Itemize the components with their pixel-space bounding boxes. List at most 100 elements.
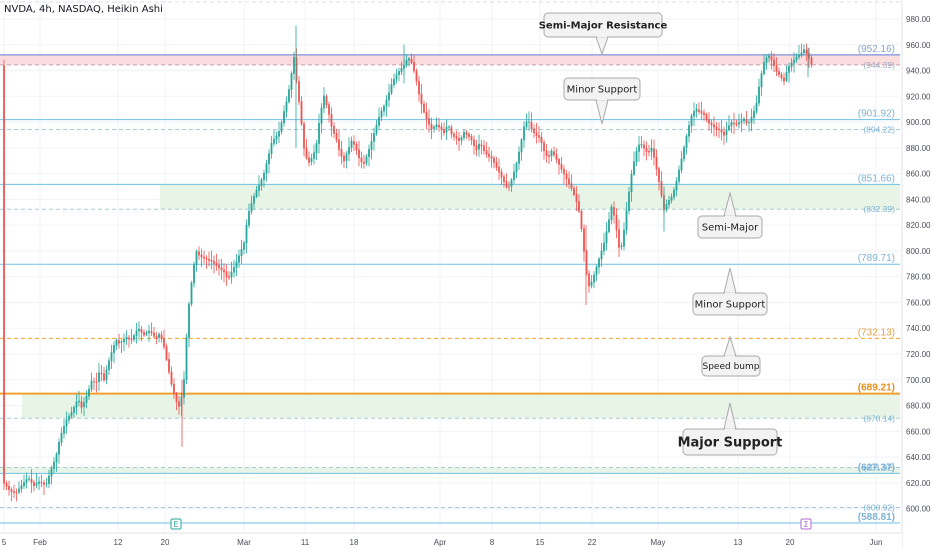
time-tick-label: 13 (734, 538, 743, 547)
candle-body (315, 143, 318, 154)
candle-body (290, 73, 293, 90)
candle-body (760, 73, 763, 88)
callout-major-support: Major Support (678, 402, 782, 456)
price-tick-label: 880.00 (906, 144, 931, 153)
candle-body (723, 131, 725, 136)
candle-body (40, 482, 43, 484)
candle-body (415, 70, 418, 82)
price-axis[interactable]: 600.00 620.00 640.00 660.00 680.00 700.00 720.… (901, 0, 932, 550)
time-tick-label: May (650, 538, 665, 547)
price-tick-label: 820.00 (906, 221, 931, 230)
time-tick-label: 22 (588, 538, 597, 547)
candle-body (273, 138, 275, 144)
candle-body (88, 388, 90, 397)
candle-body (295, 57, 298, 82)
candle-body (305, 147, 308, 159)
time-tick-label: Apr (434, 538, 447, 547)
candle-body (708, 119, 710, 124)
candle-body (288, 89, 290, 103)
candle-body (568, 178, 570, 184)
candle-body (795, 56, 798, 61)
callout-minor-support: Minor Support (563, 77, 641, 125)
candle-body (98, 372, 100, 382)
candle-body (675, 181, 678, 191)
candle-body (215, 262, 218, 266)
candle-body (775, 65, 778, 72)
price-tick-label: 680.00 (906, 402, 931, 411)
time-tick-label: Jun (870, 538, 883, 547)
callout-text: Semi-Major (702, 223, 759, 234)
candle-body (130, 338, 133, 341)
candle-body (350, 140, 353, 148)
candle-body (513, 171, 515, 181)
candle-body (713, 124, 715, 128)
candle-body (323, 95, 325, 109)
candle-body (465, 132, 468, 135)
candle-body (115, 339, 118, 346)
candle-body (605, 231, 608, 244)
candle-body (800, 52, 803, 56)
candle-body (193, 264, 195, 284)
candle-body (778, 71, 780, 76)
time-tick-label: Mar (237, 538, 251, 547)
dividend-marker[interactable]: Σ (800, 518, 812, 530)
candle-body (580, 210, 583, 230)
candle-body (788, 66, 790, 73)
candle-body (755, 102, 758, 112)
callout-text: Semi-Major Resistance (539, 21, 668, 32)
candle-body (30, 478, 33, 483)
candle-body (670, 196, 673, 201)
candle-body (138, 328, 140, 332)
candle-body (330, 114, 333, 127)
candle-body (638, 144, 640, 152)
candle-body (483, 145, 485, 152)
candle-body (348, 147, 350, 155)
candle-body (235, 261, 238, 268)
candle-body (63, 425, 65, 434)
candle-body (368, 149, 370, 157)
candle-body (398, 71, 400, 76)
level-label: (894.22) (863, 125, 895, 135)
candle-body (583, 228, 585, 252)
candle-body (750, 117, 753, 123)
price-axis-bg (902, 0, 932, 550)
candle-body (390, 84, 393, 94)
candle-body (648, 151, 650, 153)
callout-pointer (723, 335, 737, 357)
earnings-marker[interactable]: E (170, 518, 182, 530)
level-label: (851.66) (858, 173, 895, 184)
candle-body (430, 124, 433, 130)
candle-body (173, 383, 175, 394)
candle-body (433, 126, 435, 129)
candle-body (563, 168, 565, 175)
candle-body (373, 133, 375, 142)
callout-pointer (723, 402, 737, 430)
candle-body (603, 242, 605, 252)
candle-body (753, 111, 755, 118)
candle-body (413, 62, 415, 72)
price-tick-label: 740.00 (906, 324, 931, 333)
candle-body (170, 371, 173, 385)
candle-body (758, 86, 760, 104)
candle-body (68, 415, 70, 421)
candle-body (505, 181, 508, 187)
candle-body (703, 112, 705, 115)
candle-body (748, 122, 750, 124)
candle-body (3, 65, 5, 484)
candle-body (95, 381, 98, 383)
candle-body (93, 381, 95, 383)
price-tick-label: 920.00 (906, 92, 931, 101)
candle-body (393, 78, 395, 86)
candle-body (740, 120, 743, 123)
time-axis[interactable]: 5 Feb 12 20 Mar 11 18 Apr 8 15 22 May 13 20 Jun (0, 532, 902, 550)
candlesticks (3, 25, 813, 502)
candle-body (355, 143, 358, 151)
candle-body (653, 148, 655, 158)
time-axis-bg (0, 533, 902, 550)
candle-body (340, 149, 343, 157)
candle-body (408, 58, 410, 61)
candle-body (733, 122, 735, 125)
candle-body (485, 150, 488, 155)
